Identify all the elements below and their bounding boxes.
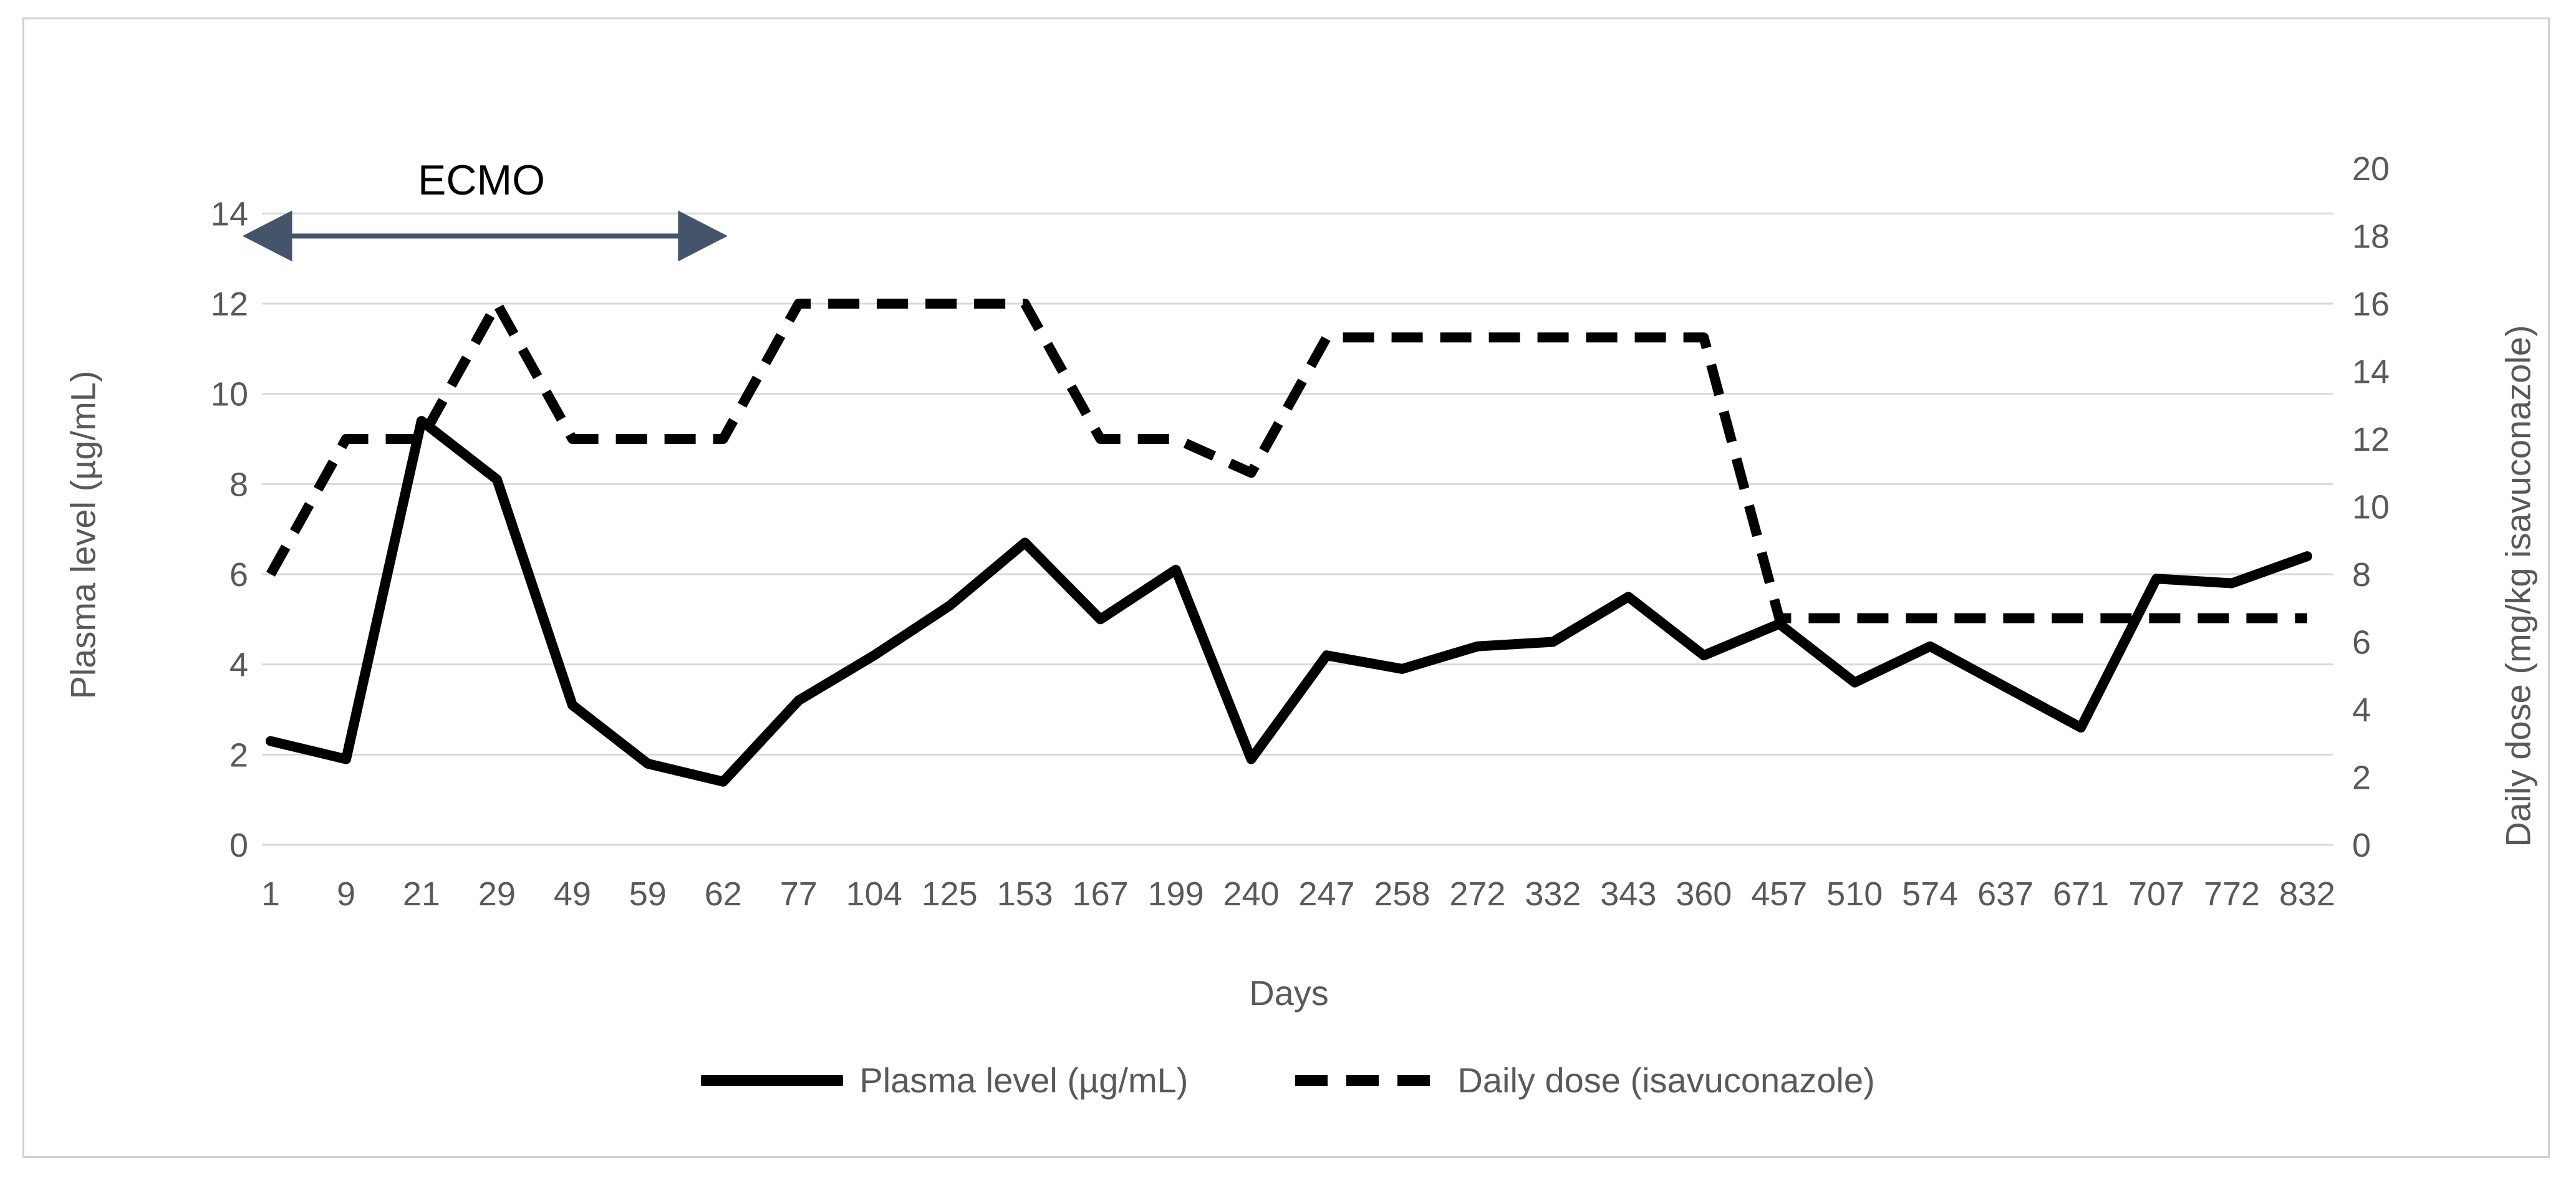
- svg-text:510: 510: [1826, 875, 1883, 913]
- svg-text:104: 104: [846, 875, 902, 913]
- svg-text:10: 10: [211, 376, 248, 413]
- ecmo-annotation-label: ECMO: [418, 156, 545, 204]
- legend-label-dose: Daily dose (isavuconazole): [1457, 1061, 1875, 1100]
- svg-text:18: 18: [2352, 218, 2390, 256]
- svg-text:62: 62: [705, 875, 742, 913]
- right-axis-title: Daily dose (mg/kg isavuconazole): [2498, 325, 2538, 847]
- svg-text:574: 574: [1902, 875, 1958, 913]
- svg-text:10: 10: [2352, 489, 2390, 526]
- svg-text:4: 4: [229, 647, 248, 684]
- svg-text:457: 457: [1751, 875, 1807, 913]
- svg-text:4: 4: [2352, 691, 2371, 729]
- svg-text:14: 14: [211, 195, 248, 233]
- svg-text:637: 637: [1977, 875, 2033, 913]
- x-axis-title: Days: [1249, 973, 1329, 1013]
- legend-label-plasma: Plasma level (µg/mL): [859, 1061, 1189, 1100]
- right-tick-labels: 0 2 4 6 8 10 12 14 16 18 20: [2352, 150, 2390, 864]
- svg-text:2: 2: [2352, 759, 2371, 797]
- svg-text:6: 6: [229, 556, 248, 594]
- svg-text:12: 12: [211, 286, 248, 323]
- svg-text:20: 20: [2352, 150, 2390, 188]
- svg-text:272: 272: [1449, 875, 1505, 913]
- legend: Plasma level (µg/mL) Daily dose (isavuco…: [0, 1060, 2576, 1100]
- legend-entry-dose: Daily dose (isavuconazole): [1294, 1060, 1875, 1100]
- svg-text:360: 360: [1676, 875, 1732, 913]
- svg-text:199: 199: [1148, 875, 1204, 913]
- plasma-series-line: [266, 416, 2312, 787]
- plasma-line-swatch: [701, 1074, 844, 1086]
- svg-text:12: 12: [2352, 421, 2390, 458]
- svg-text:8: 8: [229, 466, 248, 503]
- ecmo-arrow: [242, 210, 728, 262]
- svg-text:29: 29: [478, 875, 516, 913]
- svg-text:258: 258: [1374, 875, 1430, 913]
- svg-text:1: 1: [261, 875, 280, 913]
- svg-text:0: 0: [229, 827, 248, 864]
- svg-text:6: 6: [2352, 624, 2371, 662]
- svg-text:832: 832: [2279, 875, 2335, 913]
- svg-text:2: 2: [229, 736, 248, 774]
- svg-text:0: 0: [2352, 827, 2371, 864]
- svg-text:59: 59: [629, 875, 667, 913]
- svg-text:247: 247: [1298, 875, 1354, 913]
- svg-text:14: 14: [2352, 354, 2390, 391]
- svg-text:707: 707: [2128, 875, 2184, 913]
- figure-border: [22, 17, 2550, 1158]
- svg-text:125: 125: [922, 875, 978, 913]
- svg-text:332: 332: [1525, 875, 1581, 913]
- svg-text:16: 16: [2352, 286, 2390, 323]
- svg-text:343: 343: [1600, 875, 1656, 913]
- legend-entry-plasma: Plasma level (µg/mL): [701, 1060, 1188, 1100]
- x-tick-labels: 1 9 21 29 49 59 62 77 104 125 153 167 199 240 247 258 27…: [261, 875, 2335, 913]
- svg-text:21: 21: [403, 875, 440, 913]
- svg-text:153: 153: [997, 875, 1053, 913]
- left-axis-title: Plasma level (µg/mL): [63, 370, 103, 700]
- svg-text:772: 772: [2204, 875, 2260, 913]
- svg-text:77: 77: [780, 875, 818, 913]
- svg-text:9: 9: [337, 875, 355, 913]
- dose-series-line: [266, 299, 2307, 623]
- svg-text:8: 8: [2352, 556, 2371, 594]
- svg-text:240: 240: [1223, 875, 1279, 913]
- gridlines: [262, 212, 2333, 846]
- svg-text:671: 671: [2053, 875, 2109, 913]
- svg-text:49: 49: [554, 875, 591, 913]
- left-tick-labels: 0 2 4 6 8 10 12 14: [211, 195, 248, 864]
- svg-text:167: 167: [1073, 875, 1129, 913]
- dose-line-swatch: [1295, 1074, 1440, 1086]
